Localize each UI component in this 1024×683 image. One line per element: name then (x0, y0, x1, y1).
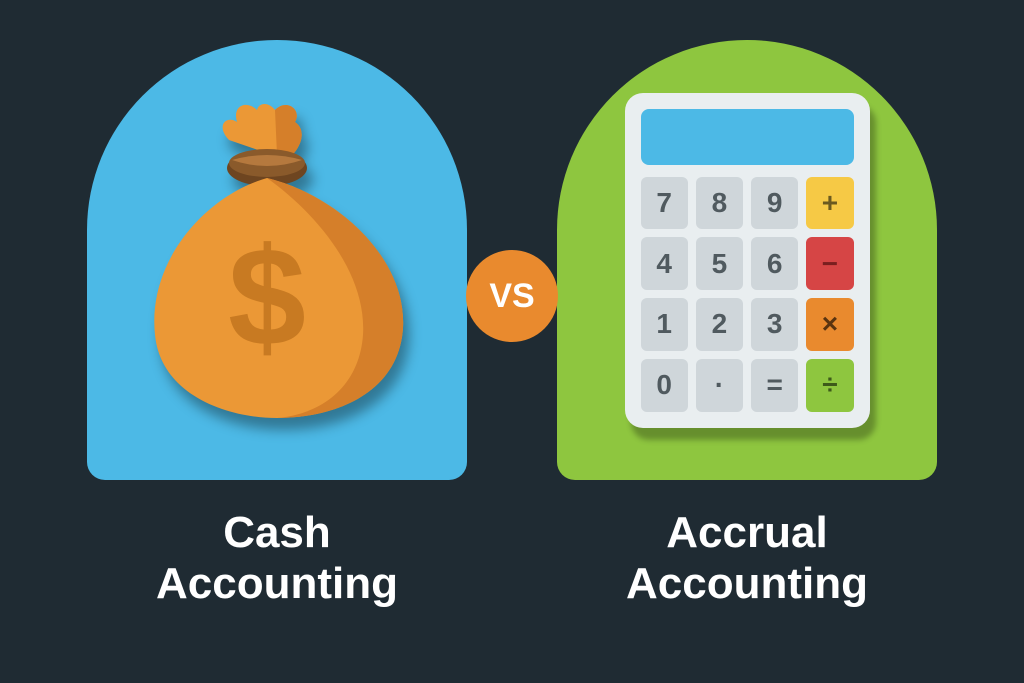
calc-key-9: 9 (751, 177, 798, 230)
calc-key-3: 3 (751, 298, 798, 351)
calc-key-4: 4 (641, 237, 688, 290)
calc-key-0: 0 (641, 359, 688, 412)
vs-text: VS (489, 277, 534, 316)
vs-badge: VS (466, 250, 558, 342)
calc-key-8: 8 (696, 177, 743, 230)
left-arch: $ (87, 40, 467, 480)
right-title-line1: Accrual (666, 508, 827, 557)
left-title-line2: Accounting (156, 559, 398, 608)
calc-key-×: × (806, 298, 853, 351)
left-label: Cash Accounting (156, 508, 398, 609)
calc-key-·: · (696, 359, 743, 412)
calc-key-2: 2 (696, 298, 743, 351)
calc-key-+: + (806, 177, 853, 230)
calculator-keys: 789+456− 123× 0·=÷ (641, 177, 854, 412)
calc-key-=: = (751, 359, 798, 412)
calc-key-7: 7 (641, 177, 688, 230)
svg-text:$: $ (228, 218, 306, 375)
calc-key-1: 1 (641, 298, 688, 351)
right-arch: 789+456− 123× 0·=÷ (557, 40, 937, 480)
calculator-screen (641, 109, 854, 165)
left-panel: $ Cash Accounting (87, 40, 467, 609)
calc-key-5: 5 (696, 237, 743, 290)
calc-key-6: 6 (751, 237, 798, 290)
right-panel: 789+456− 123× 0·=÷ Accrual Accounting (557, 40, 937, 609)
calc-key-÷: ÷ (806, 359, 853, 412)
money-bag-icon: $ (137, 100, 417, 420)
calculator-icon: 789+456− 123× 0·=÷ (625, 93, 870, 428)
right-title-line2: Accounting (626, 559, 868, 608)
calc-key-−: − (806, 237, 853, 290)
infographic-container: $ Cash Accounting 789+456− 123× 0·=÷ Accru… (0, 0, 1024, 609)
left-title-line1: Cash (223, 508, 331, 557)
right-label: Accrual Accounting (626, 508, 868, 609)
